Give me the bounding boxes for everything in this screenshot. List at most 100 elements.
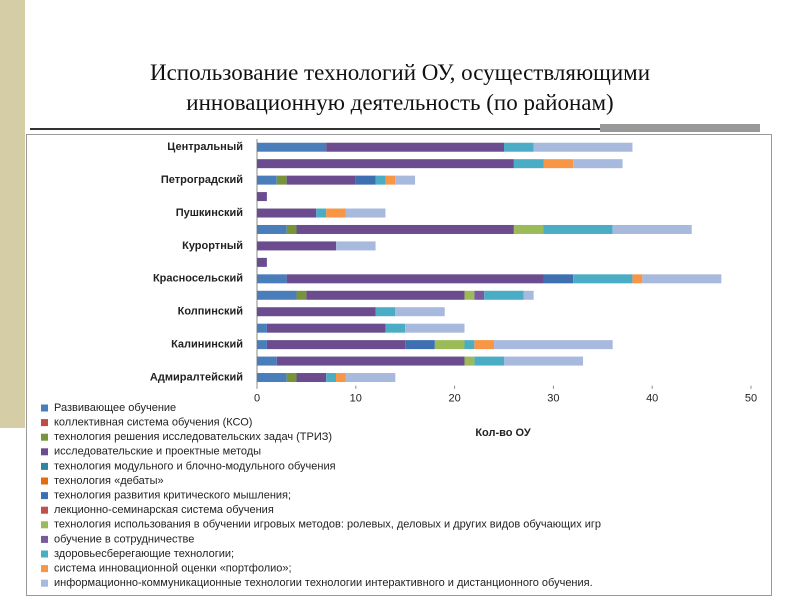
bar-segment (257, 257, 267, 267)
legend-swatch (41, 550, 48, 558)
bar-segment (533, 142, 633, 152)
bar-segment (296, 224, 514, 234)
bar-segment (375, 307, 396, 317)
bar-segment (257, 224, 287, 234)
bar-segment (276, 356, 465, 366)
bar-segment (405, 340, 435, 350)
bar-segment (306, 290, 465, 300)
bar-segment (612, 224, 692, 234)
bar-segment (257, 192, 267, 202)
legend-swatch (41, 433, 48, 441)
x-tick-label: 30 (547, 393, 559, 405)
bar-segment (345, 373, 396, 383)
bar-segment (494, 340, 613, 350)
bar-segment (504, 142, 534, 152)
legend-label: лекционно-семинарская система обучения (54, 504, 274, 516)
legend-label: технология использования в обучении игро… (54, 519, 601, 531)
bar-segment (257, 340, 267, 350)
legend-swatch (41, 521, 48, 529)
bar-segment (257, 208, 317, 218)
bar-segment (464, 340, 475, 350)
category-label: Петроградский (161, 174, 243, 186)
x-tick-label: 50 (745, 393, 757, 405)
category-label: Красносельский (153, 273, 243, 285)
legend-swatch (41, 462, 48, 470)
bar-segment (513, 159, 544, 169)
legend-label: система инновационной оценки «портфолио»… (54, 563, 292, 575)
bar-segment (484, 290, 524, 300)
bar-segment (642, 274, 722, 284)
category-label: Пушкинский (176, 207, 243, 219)
category-label: Адмиралтейский (150, 371, 243, 383)
legend-label: коллективная система обучения (КСО) (54, 417, 252, 429)
legend-swatch (41, 565, 48, 573)
legend-label: технология «дебаты» (54, 475, 164, 487)
bar-segment (286, 224, 297, 234)
bar-segment (296, 290, 307, 300)
x-tick-label: 0 (254, 393, 260, 405)
bar-segment (257, 290, 297, 300)
bar-segment (257, 356, 277, 366)
legend-label: обучение в сотрудничестве (54, 533, 194, 545)
legend-label: Развивающее обучение (54, 402, 176, 414)
bar-segment (257, 323, 267, 333)
bar-segment (257, 142, 327, 152)
bar-segment (385, 323, 406, 333)
bar-segment (543, 159, 574, 169)
bar-segment (296, 373, 327, 383)
bar-segment (266, 323, 386, 333)
x-tick-label: 20 (448, 393, 460, 405)
bar-segment (504, 356, 584, 366)
bar-segment (276, 175, 287, 185)
bar-segment (316, 208, 327, 218)
category-label: Колпинский (178, 306, 243, 318)
legend-label: исследовательские и проектные методы (54, 446, 261, 458)
bar-segment (286, 175, 356, 185)
legend-swatch (41, 535, 48, 543)
bar-segment (395, 307, 445, 317)
bar-segment (336, 373, 346, 383)
bar-segment (257, 274, 287, 284)
bar-segment (326, 208, 346, 218)
legend-label: здоровьесберегающие технологии; (54, 548, 234, 560)
bar-segment (434, 340, 465, 350)
bar-segment (395, 175, 416, 185)
legend-swatch (41, 506, 48, 514)
bar-segment (523, 290, 534, 300)
bar-segment (573, 274, 633, 284)
bar-segment (385, 175, 396, 185)
bar-segment (513, 224, 544, 234)
bar-segment (257, 241, 337, 251)
bar-segment (326, 373, 337, 383)
legend-swatch (41, 579, 48, 587)
bar-segment (543, 274, 574, 284)
bar-segment (266, 340, 406, 350)
bar-segment (257, 373, 287, 383)
legend-swatch (41, 404, 48, 412)
side-strip (0, 0, 25, 428)
title-rule-accent (600, 124, 760, 132)
legend-swatch (41, 477, 48, 485)
legend-swatch (41, 448, 48, 456)
bar-segment (336, 241, 376, 251)
bar-segment (257, 307, 376, 317)
legend-label: информационно-коммуникационные технологи… (54, 577, 593, 589)
category-label: Курортный (182, 240, 243, 252)
bar-segment (257, 159, 514, 169)
bar-segment (286, 373, 297, 383)
bar-segment (474, 356, 504, 366)
legend-label: технология развития критического мышлени… (54, 490, 291, 502)
chart: Кол-во ОУ 0 10 20 30 40 50 Центральный Петрогра… (26, 134, 772, 596)
bar-segment (326, 142, 504, 152)
legend-label: технология решения исследовательских зад… (54, 431, 332, 443)
legend-label: технология модульного и блочно-модульног… (54, 460, 336, 472)
legend-swatch (41, 492, 48, 500)
bar-segment (257, 175, 277, 185)
bar-segment (405, 323, 465, 333)
bar-segment (286, 274, 544, 284)
bar-segment (474, 290, 485, 300)
x-tick-label: 10 (350, 393, 362, 405)
bar-segment (375, 175, 386, 185)
chart-title: Использование технологий ОУ, осуществляю… (149, 60, 651, 115)
title-rule (30, 128, 760, 130)
